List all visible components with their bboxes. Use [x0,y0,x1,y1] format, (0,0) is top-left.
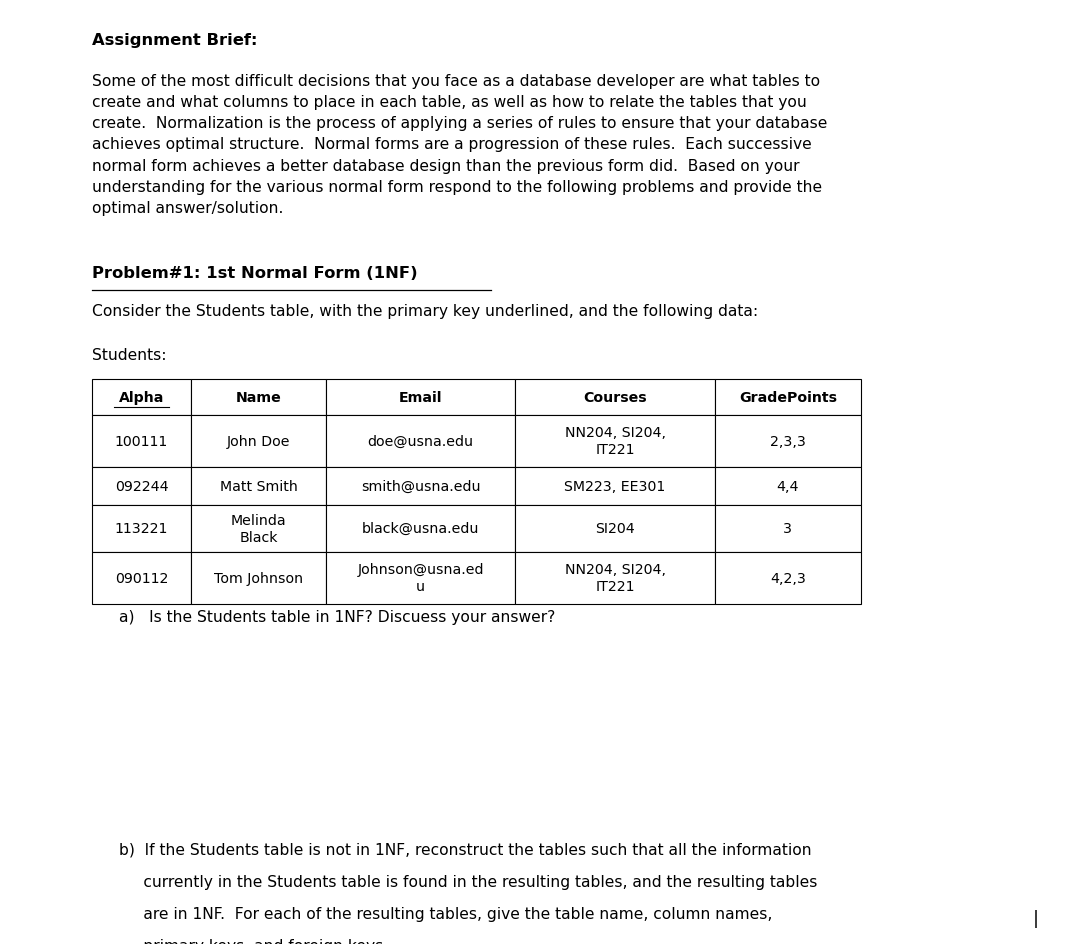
Text: Melinda
Black: Melinda Black [231,514,286,544]
Text: Matt Smith: Matt Smith [219,480,298,493]
Text: currently in the Students table is found in the resulting tables, and the result: currently in the Students table is found… [119,874,818,889]
Text: smith@usna.edu: smith@usna.edu [361,480,481,493]
Bar [191,505,326,552]
Bar [715,379,861,415]
Text: 113221: 113221 [114,522,168,535]
Bar [715,467,861,505]
Text: 2,3,3: 2,3,3 [770,434,806,448]
Text: b)  If the Students table is not in 1NF, reconstruct the tables such that all th: b) If the Students table is not in 1NF, … [119,842,811,857]
Text: 090112: 090112 [114,571,168,585]
Bar [515,379,715,415]
Bar [92,467,191,505]
Bar [191,379,326,415]
Text: Email: Email [399,391,443,404]
Bar [515,415,715,467]
Text: 4,2,3: 4,2,3 [770,571,806,585]
Text: |: | [1032,909,1039,927]
Text: 092244: 092244 [114,480,168,493]
Text: a)   Is the Students table in 1NF? Discuess your answer?: a) Is the Students table in 1NF? Discues… [119,609,555,624]
Bar [515,467,715,505]
Text: Name: Name [235,391,282,404]
Text: 3: 3 [783,522,793,535]
Bar [326,415,515,467]
Text: Students:: Students: [92,347,166,362]
Text: SM223, EE301: SM223, EE301 [565,480,665,493]
Text: Courses: Courses [583,391,647,404]
Bar [92,415,191,467]
Bar [326,552,515,604]
Text: NN204, SI204,
IT221: NN204, SI204, IT221 [565,426,665,457]
Bar [515,505,715,552]
Text: 100111: 100111 [114,434,168,448]
Bar [326,467,515,505]
Bar [326,379,515,415]
Bar [715,505,861,552]
Bar [191,552,326,604]
Text: are in 1NF.  For each of the resulting tables, give the table name, column names: are in 1NF. For each of the resulting ta… [119,906,772,921]
Text: Tom Johnson: Tom Johnson [214,571,303,585]
Text: black@usna.edu: black@usna.edu [362,522,480,535]
Text: NN204, SI204,
IT221: NN204, SI204, IT221 [565,563,665,594]
Text: Johnson@usna.ed
u: Johnson@usna.ed u [357,563,484,594]
Text: GradePoints: GradePoints [739,391,837,404]
Text: doe@usna.edu: doe@usna.edu [367,434,474,448]
Bar [715,552,861,604]
Bar [715,415,861,467]
Text: Consider the Students table, with the primary key underlined, and the following : Consider the Students table, with the pr… [92,304,758,319]
Bar [92,505,191,552]
Text: 4,4: 4,4 [777,480,799,493]
Text: Assignment Brief:: Assignment Brief: [92,33,257,48]
Bar [191,467,326,505]
Bar [515,552,715,604]
Text: John Doe: John Doe [227,434,291,448]
Text: Alpha: Alpha [119,391,164,404]
Text: primary keys, and foreign keys.: primary keys, and foreign keys. [119,938,388,944]
Bar [326,505,515,552]
Text: SI204: SI204 [595,522,635,535]
Text: Problem#1: 1st Normal Form (1NF): Problem#1: 1st Normal Form (1NF) [92,266,418,281]
Bar [92,552,191,604]
Bar [92,379,191,415]
Bar [191,415,326,467]
Text: Some of the most difficult decisions that you face as a database developer are w: Some of the most difficult decisions tha… [92,74,827,216]
